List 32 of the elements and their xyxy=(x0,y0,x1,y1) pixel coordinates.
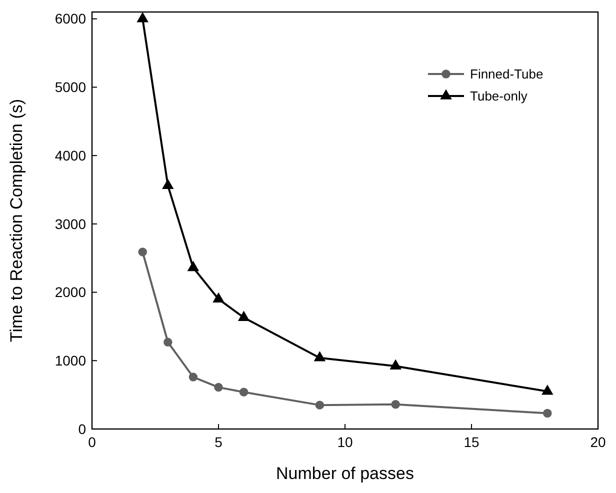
x-axis-title: Number of passes xyxy=(276,464,414,483)
y-tick-label: 3000 xyxy=(54,216,86,232)
x-tick-label: 10 xyxy=(337,434,353,450)
x-tick-label: 20 xyxy=(590,434,606,450)
y-tick-label: 6000 xyxy=(54,10,86,27)
point xyxy=(136,12,148,22)
point xyxy=(543,408,552,418)
point xyxy=(164,338,172,347)
x-tick-label: 15 xyxy=(464,434,480,450)
y-axis-title: Time to Reaction Completion (s) xyxy=(7,98,26,342)
x-tick-label: 5 xyxy=(214,434,223,450)
y-tick-label: 2000 xyxy=(54,284,86,300)
x-tick-label: 0 xyxy=(88,434,96,450)
legend-label: Finned-Tube xyxy=(470,66,544,82)
legend-label: Tube-only xyxy=(470,88,528,104)
point xyxy=(391,400,400,409)
point xyxy=(238,310,250,321)
point xyxy=(314,351,326,362)
point xyxy=(162,178,174,190)
y-tick-label: 1000 xyxy=(54,352,86,369)
y-tick-label: 0 xyxy=(78,420,86,437)
y-tick-label: 4000 xyxy=(54,147,86,164)
point xyxy=(542,384,554,395)
point xyxy=(212,292,224,303)
point xyxy=(390,359,402,370)
point xyxy=(138,248,147,256)
point xyxy=(239,388,248,396)
point xyxy=(315,400,324,410)
y-tick-label: 5000 xyxy=(54,79,86,96)
point xyxy=(187,260,200,272)
point xyxy=(214,382,223,392)
point xyxy=(188,372,198,382)
